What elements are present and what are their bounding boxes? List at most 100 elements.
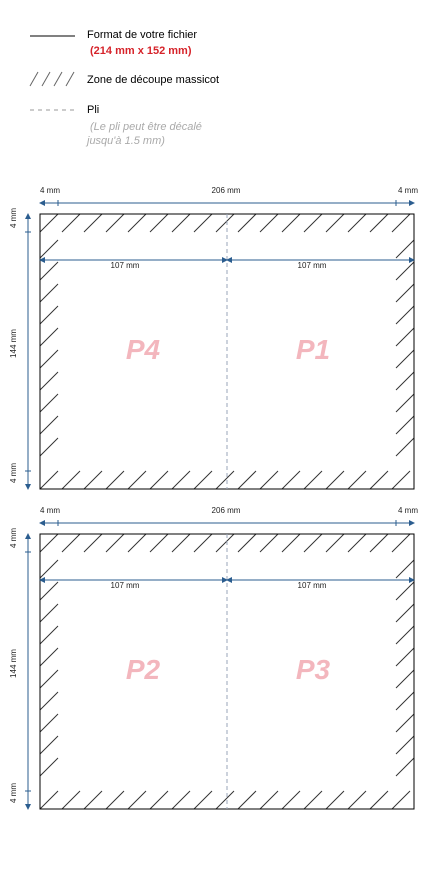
hatch (281, 790, 301, 810)
hatch (395, 327, 415, 347)
hatch (215, 533, 235, 553)
hatch (39, 735, 59, 755)
hatch (215, 790, 235, 810)
hatch-icon (29, 71, 75, 87)
hatch (391, 533, 411, 553)
hatch (395, 261, 415, 281)
dim-label: 4 mm (40, 186, 60, 195)
hatch (127, 533, 147, 553)
hatch (39, 327, 59, 347)
hatch (395, 559, 415, 579)
hatch (61, 533, 81, 553)
page-label: P3 (296, 654, 331, 685)
hatch (61, 470, 81, 490)
hatch (105, 790, 125, 810)
page-label: P2 (126, 654, 161, 685)
hatch (325, 213, 345, 233)
dim-label: 4 mm (398, 506, 418, 515)
hatch (259, 790, 279, 810)
hatch (395, 415, 415, 435)
dim-label: 144 mm (9, 649, 18, 678)
hatch (39, 713, 59, 733)
dim-label: 4 mm (9, 783, 18, 803)
hatch (369, 470, 389, 490)
hatch (39, 371, 59, 391)
hatch (347, 790, 367, 810)
hatch (83, 470, 103, 490)
hatch (303, 533, 323, 553)
hatch (347, 470, 367, 490)
dim-label: 4 mm (9, 208, 18, 228)
hatch (39, 437, 59, 457)
hatch (395, 735, 415, 755)
legend-label: Format de votre fichier (87, 29, 197, 41)
hatch (149, 790, 169, 810)
hatch (325, 470, 345, 490)
hatch (395, 283, 415, 303)
hatch (193, 213, 213, 233)
hatch (61, 790, 81, 810)
hatch (127, 213, 147, 233)
hatch (83, 790, 103, 810)
hatch (391, 790, 411, 810)
hatch (281, 533, 301, 553)
hatch (369, 213, 389, 233)
hatch (259, 533, 279, 553)
hatch (237, 790, 257, 810)
page-label: P4 (126, 334, 161, 365)
hatch (395, 239, 415, 259)
legend-label: Zone de découpe massicot (87, 74, 219, 86)
dim-label: 206 mm (212, 186, 241, 195)
hatch (325, 790, 345, 810)
hatch (395, 305, 415, 325)
hatch (39, 415, 59, 435)
hatch (171, 533, 191, 553)
hatch (281, 470, 301, 490)
hatch (395, 603, 415, 623)
hatch (395, 393, 415, 413)
hatch (395, 691, 415, 711)
hatch (395, 581, 415, 601)
hatch (127, 790, 147, 810)
dim-label: 4 mm (9, 528, 18, 548)
dim-label: 107 mm (298, 581, 327, 590)
hatch (61, 213, 81, 233)
panel: 4 mm 206 mm 4 mm 107 mm 107 mm 4 mm 144 mm 4 mm… (9, 186, 418, 490)
hatch (127, 470, 147, 490)
hatch (395, 713, 415, 733)
hatch (39, 305, 59, 325)
hatch (259, 213, 279, 233)
hatch (391, 213, 411, 233)
hatch (237, 533, 257, 553)
hatch (39, 790, 59, 810)
hatch (39, 625, 59, 645)
hatch (347, 533, 367, 553)
hatch (391, 470, 411, 490)
hatch (39, 757, 59, 777)
hatch (39, 669, 59, 689)
hatch (171, 213, 191, 233)
hatch (369, 533, 389, 553)
legend-label: Pli (87, 104, 99, 116)
hatch (83, 213, 103, 233)
hatch (369, 790, 389, 810)
hatch (105, 213, 125, 233)
hatch (39, 393, 59, 413)
hatch (39, 581, 59, 601)
hatch (105, 533, 125, 553)
hatch (325, 533, 345, 553)
hatch (39, 647, 59, 667)
hatch (303, 470, 323, 490)
hatch (149, 470, 169, 490)
dim-label: 107 mm (111, 261, 140, 270)
hatch (237, 213, 257, 233)
dim-label: 206 mm (212, 506, 241, 515)
hatch (193, 470, 213, 490)
dim-label: 107 mm (111, 581, 140, 590)
dim-label: 4 mm (40, 506, 60, 515)
hatch (39, 603, 59, 623)
dim-label: 107 mm (298, 261, 327, 270)
hatch (347, 213, 367, 233)
hatch (39, 533, 59, 553)
